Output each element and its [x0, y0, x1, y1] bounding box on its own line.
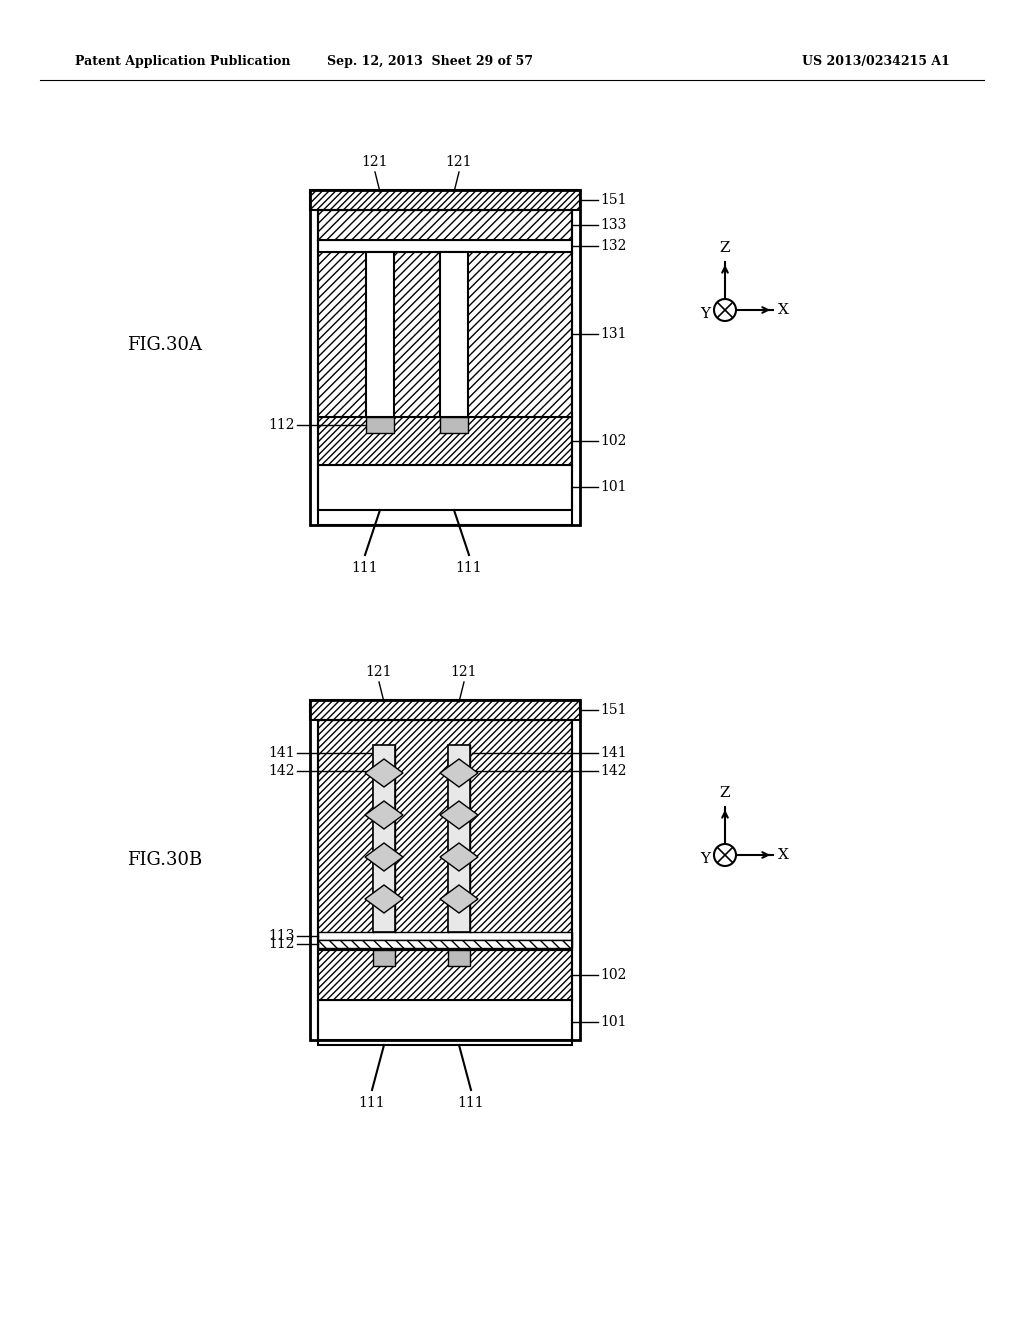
Text: Sep. 12, 2013  Sheet 29 of 57: Sep. 12, 2013 Sheet 29 of 57: [327, 55, 534, 69]
Bar: [318, 210, 572, 240]
Text: 151: 151: [600, 193, 627, 207]
Text: 131: 131: [600, 327, 627, 341]
Bar: [449, 744, 470, 932]
Bar: [318, 940, 572, 948]
Bar: [310, 190, 580, 210]
Bar: [310, 700, 580, 1040]
Polygon shape: [365, 884, 403, 913]
Text: 133: 133: [600, 218, 627, 232]
Polygon shape: [440, 884, 478, 913]
Circle shape: [714, 843, 736, 866]
Text: 111: 111: [358, 1096, 385, 1110]
Text: 102: 102: [600, 968, 627, 982]
Bar: [318, 950, 572, 1001]
Polygon shape: [440, 843, 478, 871]
Text: 111: 111: [351, 561, 378, 576]
Text: 121: 121: [445, 154, 472, 169]
Polygon shape: [365, 843, 403, 871]
Text: 142: 142: [600, 764, 627, 777]
Text: 142: 142: [268, 764, 295, 777]
Text: 121: 121: [451, 665, 477, 678]
Text: Y: Y: [700, 851, 710, 866]
Text: 151: 151: [600, 704, 627, 717]
Text: 141: 141: [600, 746, 627, 760]
Bar: [318, 252, 572, 417]
Polygon shape: [440, 759, 478, 787]
Text: 111: 111: [456, 561, 482, 576]
Text: X: X: [778, 304, 788, 317]
Bar: [440, 252, 468, 417]
Bar: [310, 700, 580, 719]
Text: 112: 112: [268, 418, 295, 432]
Bar: [318, 417, 572, 465]
Bar: [373, 744, 395, 932]
Text: US 2013/0234215 A1: US 2013/0234215 A1: [802, 55, 950, 69]
Polygon shape: [365, 759, 403, 787]
Text: Z: Z: [720, 242, 730, 255]
Bar: [318, 932, 572, 940]
Text: Z: Z: [720, 785, 730, 800]
Text: FIG.30B: FIG.30B: [127, 851, 203, 869]
Bar: [366, 417, 394, 433]
Circle shape: [714, 300, 736, 321]
Bar: [318, 719, 572, 1040]
Text: 132: 132: [600, 239, 627, 253]
Text: 101: 101: [600, 480, 627, 494]
Bar: [440, 417, 468, 433]
Text: X: X: [778, 847, 788, 862]
Text: 121: 121: [366, 665, 392, 678]
Bar: [318, 465, 572, 510]
Bar: [318, 240, 572, 252]
Text: 113: 113: [268, 929, 295, 942]
Text: Y: Y: [700, 308, 710, 321]
Text: Patent Application Publication: Patent Application Publication: [75, 55, 291, 69]
Bar: [373, 950, 395, 966]
Text: 102: 102: [600, 434, 627, 447]
Bar: [449, 950, 470, 966]
Text: 141: 141: [268, 746, 295, 760]
Text: 101: 101: [600, 1015, 627, 1030]
Bar: [318, 719, 572, 950]
Text: FIG.30A: FIG.30A: [128, 337, 203, 354]
Polygon shape: [365, 801, 403, 829]
Bar: [318, 210, 572, 525]
Bar: [366, 252, 394, 417]
Bar: [310, 190, 580, 525]
Bar: [318, 1001, 572, 1045]
Text: 121: 121: [361, 154, 388, 169]
Polygon shape: [440, 801, 478, 829]
Text: 112: 112: [268, 937, 295, 950]
Text: 111: 111: [458, 1096, 484, 1110]
